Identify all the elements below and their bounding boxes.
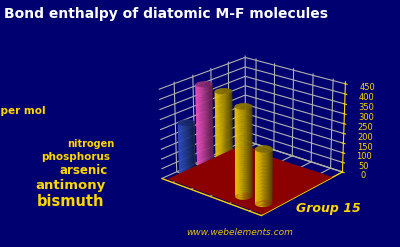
Text: nitrogen: nitrogen	[67, 140, 114, 149]
Text: bismuth: bismuth	[36, 194, 104, 209]
Text: www.webelements.com: www.webelements.com	[186, 228, 294, 237]
Text: kJ per mol: kJ per mol	[0, 106, 46, 116]
Text: antimony: antimony	[36, 179, 106, 192]
Text: phosphorus: phosphorus	[41, 152, 110, 162]
Text: Group 15: Group 15	[296, 203, 360, 215]
Text: arsenic: arsenic	[60, 164, 108, 177]
Text: Bond enthalpy of diatomic M-F molecules: Bond enthalpy of diatomic M-F molecules	[4, 7, 328, 21]
